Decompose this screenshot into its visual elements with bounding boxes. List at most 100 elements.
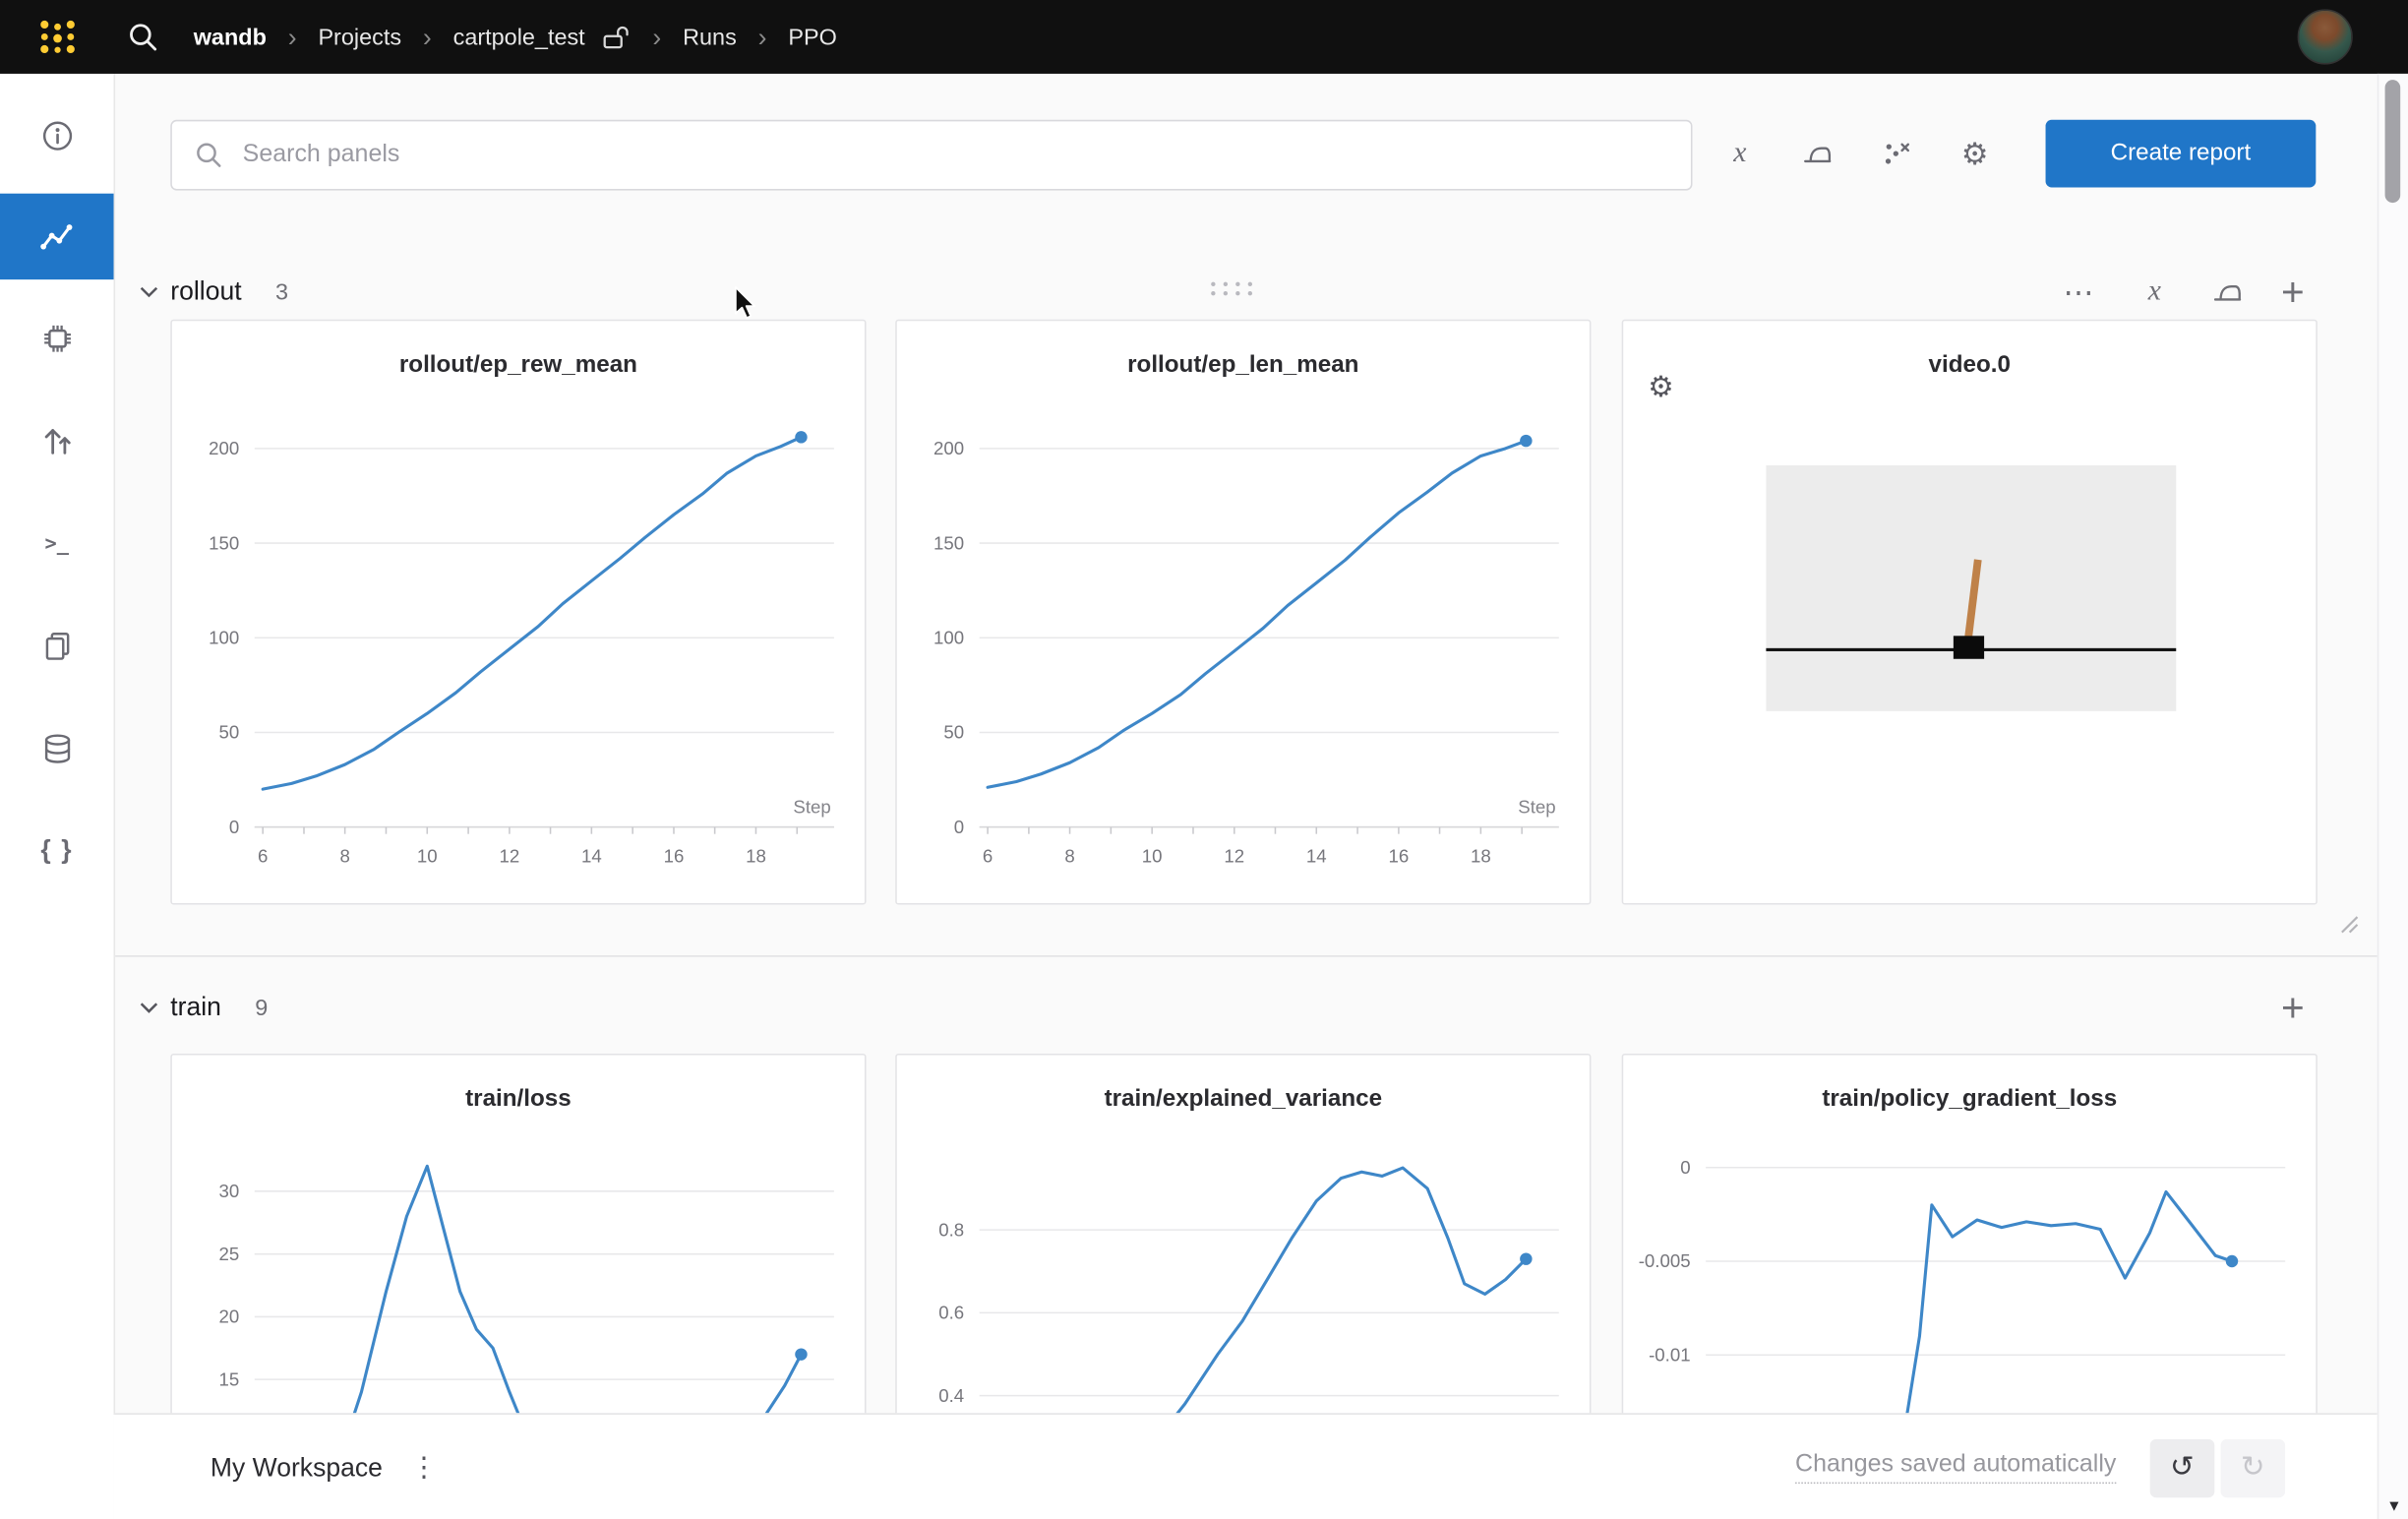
scrollbar-thumb[interactable] [2384, 80, 2401, 204]
resize-icon [2341, 916, 2359, 934]
search-icon [130, 24, 157, 51]
user-avatar[interactable] [2297, 9, 2353, 65]
breadcrumb-item-run[interactable]: PPO [788, 24, 837, 50]
redo-button[interactable]: ↻ [2220, 1438, 2286, 1497]
sidebar-item-overview[interactable] [0, 92, 114, 178]
plus-icon: + [2281, 268, 2305, 315]
section-panel-count: 3 [274, 278, 288, 305]
drag-dots-icon [1211, 281, 1253, 296]
add-panel-button[interactable]: + [2266, 265, 2318, 320]
chevron-down-icon [140, 1003, 158, 1013]
section-more-button[interactable]: ⋯ [2053, 265, 2105, 320]
scrollbar-down-arrow[interactable]: ▾ [2389, 1494, 2399, 1516]
section-x-axis-button[interactable]: x [2129, 265, 2181, 320]
line-chart: 51015202530681012141618Step [219, 1164, 834, 1414]
svg-text:20: 20 [219, 1306, 240, 1327]
breadcrumb-item-projects[interactable]: Projects [318, 24, 402, 50]
line-chart: 0 50 100 150 200 6 8 10 12 14 16 18 Step [209, 431, 834, 866]
svg-text:16: 16 [1389, 845, 1410, 866]
panel-card-video[interactable]: ⚙ video.0 [1621, 319, 2318, 905]
undo-button[interactable]: ↺ [2149, 1438, 2215, 1497]
panel-card-explained-variance[interactable]: train/explained_variance 0.20.40.60.8681… [895, 1053, 1592, 1414]
workspace-menu-button[interactable]: ⋮ [410, 1451, 439, 1483]
svg-text:6: 6 [258, 845, 268, 866]
panel-title: rollout/ep_rew_mean [398, 351, 637, 379]
more-icon: ⋯ [2063, 275, 2096, 310]
panel-card-ep-len-mean[interactable]: rollout/ep_len_mean 0 50 100 150 200 6 8 10 12 14… [895, 319, 1592, 905]
create-report-button[interactable]: Create report [2045, 119, 2317, 188]
section-resize-grip[interactable] [2340, 915, 2359, 934]
svg-text:50: 50 [219, 722, 240, 743]
breadcrumb-item-wandb[interactable]: wandb [193, 24, 267, 50]
svg-text:12: 12 [1224, 845, 1244, 866]
workspace-footer: My Workspace ⋮ Changes saved automatical… [113, 1413, 2378, 1519]
sidebar-item-code[interactable]: { } [0, 808, 114, 893]
unlock-icon [603, 26, 629, 49]
sidebar-item-charts[interactable] [0, 193, 114, 280]
chip-icon [43, 325, 71, 351]
page-scrollbar: ▾ [2377, 73, 2408, 1519]
wandb-logo[interactable] [0, 18, 114, 56]
exclude-outliers-icon [1885, 143, 1909, 164]
svg-text:0: 0 [954, 817, 964, 837]
panel-title: video.0 [1928, 351, 2011, 379]
svg-text:10: 10 [1142, 845, 1163, 866]
workspace-selector[interactable]: My Workspace [210, 1452, 383, 1482]
panel-card-ep-rew-mean[interactable]: rollout/ep_rew_mean 0 50 100 150 200 6 8 10 12 14… [170, 319, 867, 905]
section-train: train 9 + train/loss 5101520253068101214… [114, 980, 2378, 1414]
svg-text:100: 100 [933, 627, 964, 647]
collapse-section-button[interactable] [140, 1002, 158, 1013]
sidebar-item-system[interactable] [0, 295, 114, 381]
svg-text:-0.01: -0.01 [1649, 1344, 1691, 1365]
smoothing-iron-icon [2213, 284, 2241, 301]
panel-card-policy-gradient-loss[interactable]: train/policy_gradient_loss 0-0.005-0.01-… [1621, 1053, 2318, 1414]
search-icon [197, 143, 221, 167]
global-search-button[interactable] [126, 20, 159, 53]
collapse-section-button[interactable] [140, 285, 158, 298]
model-arrows-icon [43, 429, 70, 455]
svg-text:6: 6 [983, 845, 993, 866]
panel-title: train/explained_variance [1104, 1085, 1383, 1113]
cartpole-video-frame [1766, 465, 2177, 711]
add-panel-button[interactable]: + [2266, 980, 2318, 1035]
svg-text:18: 18 [1471, 845, 1491, 866]
section-smoothing-button[interactable] [2200, 265, 2253, 320]
top-navbar: wandb › Projects › cartpole_test › Runs … [0, 0, 2408, 74]
info-icon [42, 120, 72, 150]
svg-text:14: 14 [1306, 845, 1327, 866]
search-panels-input[interactable] [239, 140, 1691, 171]
sidebar-item-files[interactable] [0, 602, 114, 688]
breadcrumb-item-project[interactable]: cartpole_test [452, 24, 585, 50]
workspace-settings-button[interactable]: ⚙ [1945, 120, 2006, 188]
panel-card-train-loss[interactable]: train/loss 51015202530681012141618Step [170, 1053, 867, 1414]
outliers-button[interactable] [1866, 120, 1927, 188]
sidebar-item-artifacts[interactable] [0, 705, 114, 791]
breadcrumb-separator: › [287, 22, 297, 52]
gear-icon: ⚙ [1960, 137, 1989, 172]
svg-text:0.6: 0.6 [938, 1303, 964, 1323]
search-panels-box [170, 119, 1693, 191]
sidebar-item-model[interactable] [0, 397, 114, 483]
section-name: train [170, 992, 221, 1022]
section-name: rollout [170, 276, 242, 306]
breadcrumb-item-runs[interactable]: Runs [683, 24, 737, 50]
sidebar-item-logs[interactable]: >_ [0, 501, 114, 586]
panel-title: train/policy_gradient_loss [1822, 1085, 2118, 1113]
svg-text:8: 8 [1064, 845, 1074, 866]
svg-text:25: 25 [219, 1244, 240, 1264]
svg-text:0.8: 0.8 [938, 1219, 964, 1240]
svg-text:10: 10 [417, 845, 438, 866]
svg-text:150: 150 [933, 532, 964, 553]
panel-title: rollout/ep_len_mean [1127, 351, 1359, 379]
smoothing-button[interactable] [1786, 120, 1847, 188]
svg-text:50: 50 [943, 722, 964, 743]
panel-settings-gear-button[interactable]: ⚙ [1648, 371, 1674, 404]
x-axis-settings-button[interactable]: x [1710, 120, 1771, 188]
terminal-icon: >_ [44, 531, 69, 556]
autosave-status: Changes saved automatically [1795, 1451, 2117, 1485]
section-drag-handle[interactable] [1207, 278, 1259, 300]
files-icon [44, 632, 69, 659]
svg-text:Step: Step [793, 797, 830, 818]
